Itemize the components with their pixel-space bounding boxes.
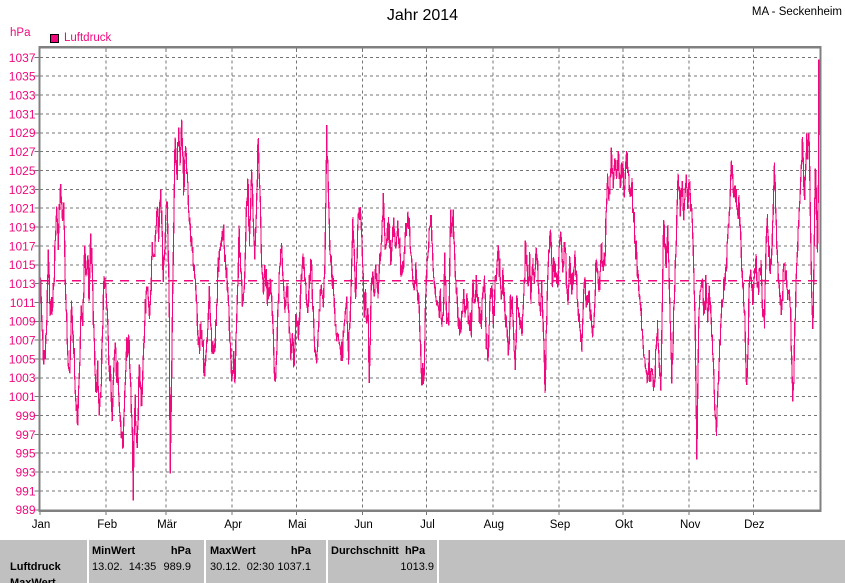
svg-text:1025: 1025 (9, 164, 36, 178)
svg-text:1009: 1009 (9, 315, 36, 329)
svg-text:Mai: Mai (288, 519, 307, 531)
svg-text:Jul: Jul (420, 519, 435, 531)
svg-text:Sep: Sep (550, 519, 570, 531)
svg-text:1005: 1005 (9, 352, 36, 366)
svg-text:Mär: Mär (157, 519, 177, 531)
svg-text:Aug: Aug (484, 519, 504, 531)
svg-text:1023: 1023 (9, 183, 36, 197)
svg-text:991: 991 (15, 484, 35, 498)
svg-text:989: 989 (15, 503, 35, 517)
svg-text:995: 995 (15, 447, 35, 461)
svg-text:1011: 1011 (10, 296, 36, 310)
svg-text:1013: 1013 (9, 277, 36, 291)
svg-text:1003: 1003 (9, 371, 36, 385)
svg-text:Feb: Feb (97, 519, 117, 531)
svg-text:1015: 1015 (9, 258, 36, 272)
svg-text:1007: 1007 (9, 334, 36, 348)
svg-text:1021: 1021 (9, 202, 36, 216)
svg-text:1001: 1001 (9, 390, 36, 404)
svg-text:Jan: Jan (32, 519, 51, 531)
svg-text:Nov: Nov (680, 519, 701, 531)
svg-text:993: 993 (15, 466, 35, 480)
svg-text:Apr: Apr (224, 519, 242, 531)
svg-text:1019: 1019 (9, 221, 36, 235)
svg-text:997: 997 (15, 428, 35, 442)
svg-text:Dez: Dez (744, 519, 765, 531)
svg-text:999: 999 (15, 409, 35, 423)
svg-text:Okt: Okt (615, 519, 634, 531)
svg-text:1035: 1035 (9, 70, 36, 84)
svg-text:Jun: Jun (354, 519, 373, 531)
svg-text:1029: 1029 (9, 126, 36, 140)
svg-text:1027: 1027 (9, 145, 36, 159)
svg-text:1037: 1037 (9, 51, 36, 65)
svg-text:1033: 1033 (9, 89, 36, 103)
svg-text:1031: 1031 (9, 107, 36, 121)
svg-text:1017: 1017 (9, 239, 36, 253)
